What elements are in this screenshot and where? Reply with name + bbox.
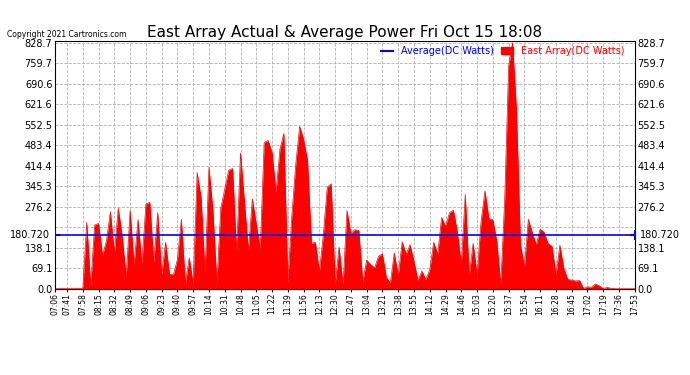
- Text: 180.720: 180.720: [10, 230, 50, 240]
- Text: Copyright 2021 Cartronics.com: Copyright 2021 Cartronics.com: [7, 30, 126, 39]
- Text: 180.720: 180.720: [640, 230, 680, 240]
- Legend: Average(DC Watts), East Array(DC Watts): Average(DC Watts), East Array(DC Watts): [381, 46, 624, 56]
- Title: East Array Actual & Average Power Fri Oct 15 18:08: East Array Actual & Average Power Fri Oc…: [148, 25, 542, 40]
